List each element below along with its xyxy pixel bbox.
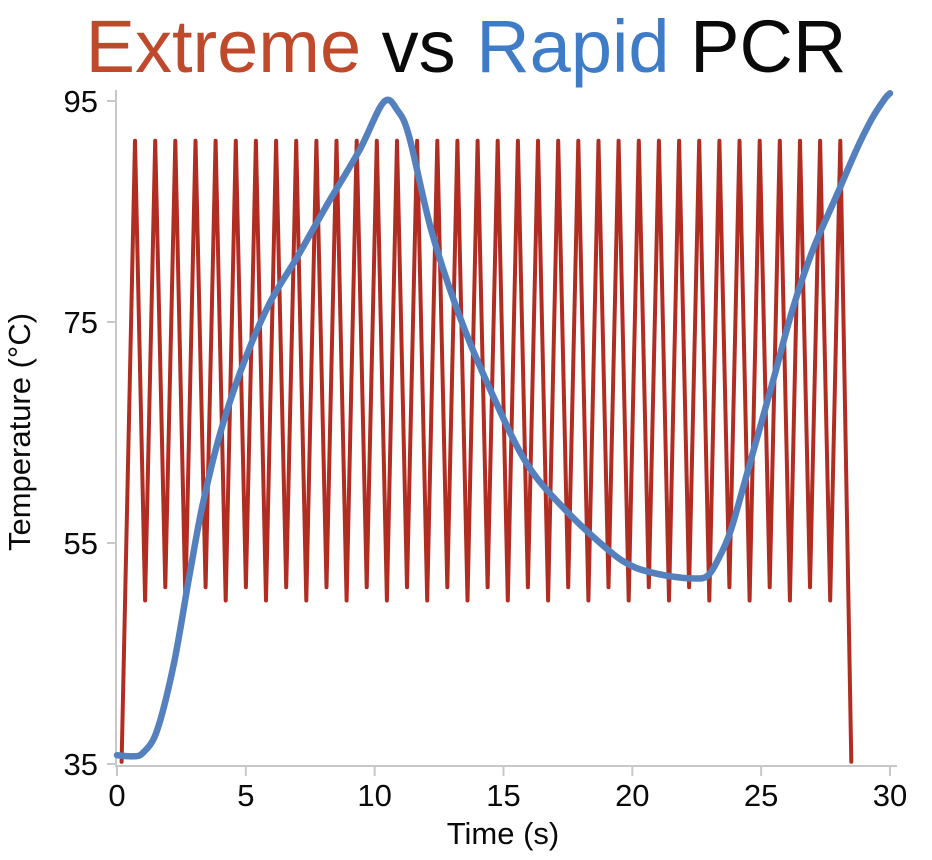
- title-part-rapid: Rapid: [476, 5, 670, 88]
- x-tick-label: 30: [873, 778, 907, 813]
- y-tick-label: 55: [64, 526, 98, 561]
- extreme-pcr-series-line: [119, 138, 854, 764]
- y-axis-title: Temperature (°C): [2, 313, 37, 551]
- y-tick-label: 35: [64, 747, 98, 782]
- x-axis-title: Time (s): [447, 816, 560, 851]
- x-tick-label: 20: [615, 778, 649, 813]
- rapid-pcr-series-line: [113, 90, 894, 760]
- title-part-extreme: Extreme: [85, 5, 362, 88]
- title-part-pcr: PCR: [669, 5, 847, 88]
- x-tick-label: 10: [357, 778, 391, 813]
- x-tick-label: 25: [744, 778, 778, 813]
- y-tick-label: 95: [64, 84, 98, 119]
- x-tick-label: 5: [237, 778, 254, 813]
- tick-labels: 35 55 75 95 0 5 10 15 20 25 30: [64, 84, 908, 813]
- y-tick-label: 75: [64, 305, 98, 340]
- figure-title: Extreme vs Rapid PCR: [0, 4, 932, 90]
- axes: [107, 90, 897, 776]
- x-tick-label: 15: [486, 778, 520, 813]
- title-part-vs: vs: [361, 5, 477, 88]
- x-tick-label: 0: [108, 778, 125, 813]
